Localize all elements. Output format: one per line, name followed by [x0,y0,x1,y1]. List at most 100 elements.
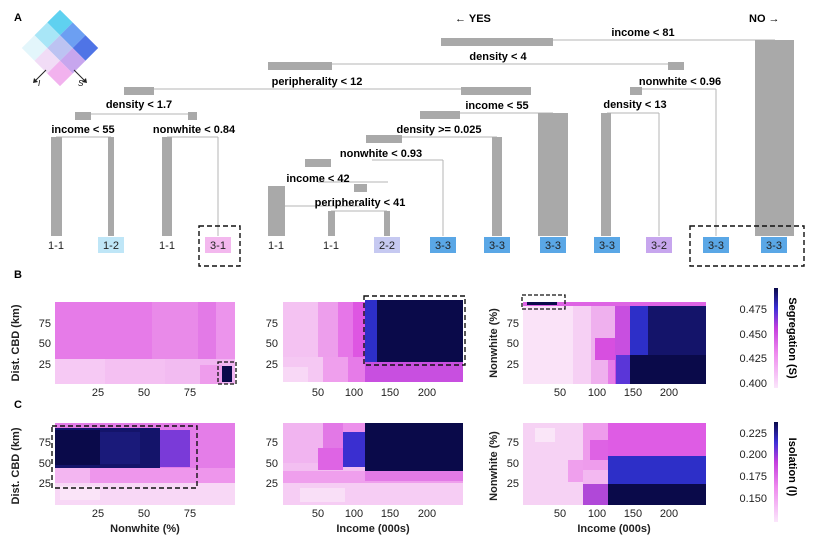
leaf-label: 3-3 [545,240,561,252]
ytick: 50 [507,338,519,350]
leaf-bar [755,40,794,236]
leaf-bar [384,211,390,236]
ytick: 75 [266,318,278,330]
xtick: 200 [660,508,678,520]
node-bar-income42 [305,159,331,167]
xtick: 50 [138,508,150,520]
legend-cell [21,35,48,61]
node-bar-density4 [268,62,332,70]
heatmap-c2-axes: 75 50 25 50 100 150 200 Income (000s) [266,437,436,535]
heatmap-c3 [523,423,706,505]
ytick: 25 [266,478,278,490]
xtick: 75 [184,508,196,520]
xtick: 100 [588,508,606,520]
leaf-bar [162,137,172,236]
colorbar-c: 0.225 0.200 0.175 0.150 Isolation (I) [739,422,798,522]
leaf-label: 3-3 [489,240,505,252]
xtick: 150 [381,508,399,520]
panel-b-label: B [14,269,22,281]
leaf-label: 1-1 [48,240,64,252]
ytick: 25 [266,359,278,371]
ytick: 50 [39,458,51,470]
leaf-bar [492,137,502,236]
split-label: income < 55 [51,124,114,136]
xtick: 50 [312,508,324,520]
leaf-label: 3-3 [708,240,724,252]
legend-cell [47,35,73,61]
heatmap-b1-axes: Dist. CBD (km) 75 50 25 25 50 75 [10,304,196,399]
node-bar-nonwhite084 [188,112,197,120]
xtick: 25 [92,508,104,520]
xtick: 50 [312,387,324,399]
xlabel-c2: Income (000s) [336,523,410,535]
ytick: 75 [266,437,278,449]
xtick: 75 [184,387,196,399]
leaf-label: 1-1 [159,240,175,252]
legend-axis-i: I [38,79,41,88]
ylabel-c3: Nonwhite (%) [488,431,500,501]
legend-axis-arrows [33,69,87,83]
leaf-label: 3-3 [599,240,615,252]
colorbar-gradient [774,422,778,522]
ytick: 25 [39,359,51,371]
colorbar-tick: 0.450 [739,329,767,341]
leaf-label: 1-2 [103,240,119,252]
highlight-box [689,225,805,267]
ytick: 50 [507,458,519,470]
split-label: nonwhite < 0.96 [639,76,721,88]
leaf-label: 2-2 [379,240,395,252]
split-label: density < 1.7 [106,99,172,111]
leaf-label: 1-1 [323,240,339,252]
leaf-label: 1-1 [268,240,284,252]
node-bar-root [441,38,553,46]
xlabel-c1: Nonwhite (%) [110,523,180,535]
heatmap-b3 [521,294,706,384]
leaf-bar [108,137,114,236]
xtick: 200 [418,508,436,520]
colorbar-b: 0.475 0.450 0.425 0.400 Segregation (S) [739,288,798,390]
xtick: 50 [554,387,566,399]
tree-split-labels: income < 81 density < 4 peripherality < … [51,27,721,209]
xtick: 100 [588,387,606,399]
split-label: income < 55 [465,100,528,112]
split-label: peripherality < 41 [315,197,406,209]
xtick: 200 [660,387,678,399]
colorbar-tick: 0.150 [739,493,767,505]
xtick: 150 [624,387,642,399]
xlabel-c3: Income (000s) [577,523,651,535]
colorbar-gradient [774,288,778,388]
xtick: 150 [624,508,642,520]
split-label: density < 13 [603,99,666,111]
ytick: 50 [266,338,278,350]
highlight-box [198,225,241,267]
ytick: 50 [39,338,51,350]
ytick: 25 [507,359,519,371]
colorbar-tick: 0.425 [739,353,767,365]
colorbar-tick: 0.400 [739,378,767,390]
heatmap-b2-axes: 75 50 25 50 100 150 200 [266,318,436,399]
heatmap-c1-axes: Dist. CBD (km) 75 50 25 25 50 75 Nonwhit… [10,427,196,535]
heatmap-c2 [283,423,463,505]
ytick: 25 [507,478,519,490]
xtick: 100 [345,508,363,520]
leaf-bar [328,211,335,236]
split-label: income < 81 [611,27,674,39]
heatmap-b2 [283,295,466,382]
leaf-label: 3-3 [435,240,451,252]
split-label: peripherality < 12 [272,76,363,88]
ytick: 75 [507,318,519,330]
colorbar-label: Isolation (I) [786,438,798,497]
xtick: 50 [138,387,150,399]
node-bar-income55b [461,87,531,95]
ytick: 25 [39,478,51,490]
colorbar-label: Segregation (S) [786,297,798,379]
node-bar-nonwhite096 [668,62,684,70]
leaf-bar [538,113,568,236]
ytick: 75 [507,437,519,449]
heatmap-b3-axes: Nonwhite (%) 75 50 25 50 100 150 200 [488,308,678,399]
heatmap-c3-axes: Nonwhite (%) 75 50 25 50 100 150 200 Inc… [488,431,678,535]
leaf-bar [51,137,62,236]
node-bar-density17 [75,112,91,120]
split-label: density >= 0.025 [397,124,482,136]
leaf-label: 3-3 [766,240,782,252]
